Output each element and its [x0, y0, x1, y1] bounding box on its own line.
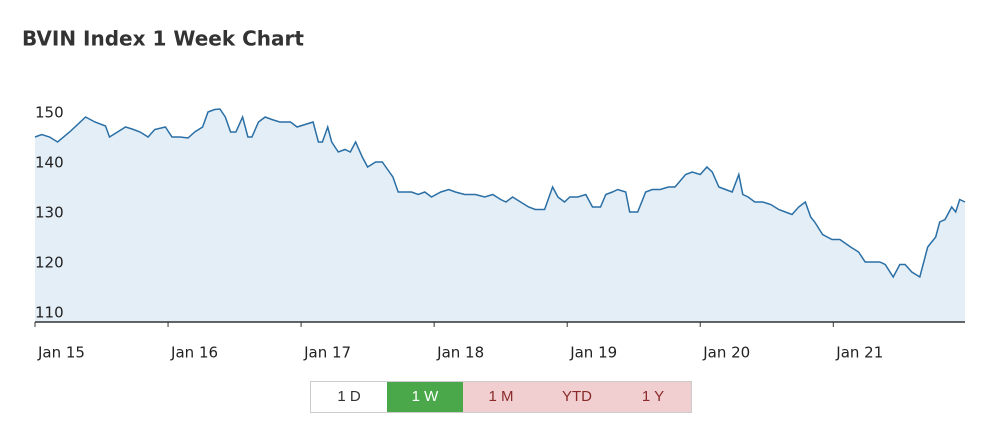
range-button[interactable]: 1 W	[387, 382, 463, 412]
y-tick-label: 120	[35, 254, 64, 272]
x-tick-label: Jan 21	[835, 344, 883, 362]
range-button[interactable]: 1 Y	[615, 382, 691, 412]
x-tick-label: Jan 19	[569, 344, 617, 362]
y-tick-label: 140	[35, 154, 64, 172]
area	[35, 109, 965, 322]
y-tick-label: 130	[35, 204, 64, 222]
range-button[interactable]: YTD	[539, 382, 615, 412]
y-tick-label: 110	[35, 304, 64, 322]
x-tick-label: Jan 16	[170, 344, 218, 362]
chart-title: BVIN Index 1 Week Chart	[22, 27, 304, 51]
x-tick-label: Jan 20	[702, 344, 750, 362]
x-tick-label: Jan 17	[303, 344, 351, 362]
range-button[interactable]: 1 M	[463, 382, 539, 412]
range-button[interactable]: 1 D	[311, 382, 387, 412]
y-tick-label: 150	[35, 104, 64, 122]
x-tick-label: Jan 18	[436, 344, 484, 362]
x-tick-label: Jan 15	[37, 344, 85, 362]
price-line	[34, 108, 966, 279]
